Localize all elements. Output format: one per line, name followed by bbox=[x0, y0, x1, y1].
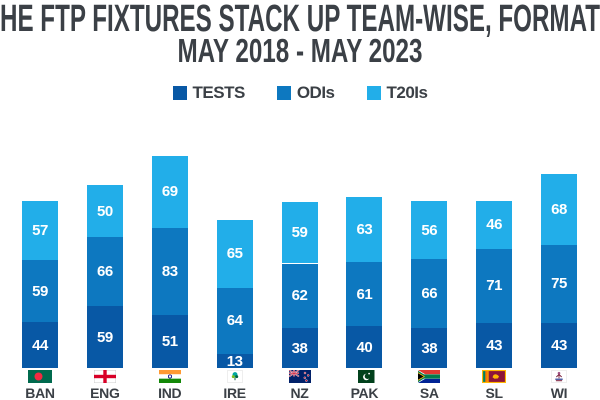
bar-segment-WI-ODIs: 75 bbox=[541, 244, 577, 324]
bar-value-label: 59 bbox=[291, 224, 308, 242]
bar-value-label: 59 bbox=[32, 282, 48, 300]
team-label-IRE: IRE bbox=[223, 385, 246, 400]
legend-item-odis: ODIs bbox=[276, 83, 335, 103]
bar-value-label: 61 bbox=[356, 285, 373, 303]
bar-segment-ENG-ODIs: 66 bbox=[86, 237, 123, 307]
bar-value-label: 66 bbox=[97, 263, 113, 281]
bar-segment-NZ-T20Is: 59 bbox=[281, 201, 318, 264]
bar-value-label: 68 bbox=[551, 200, 567, 218]
bar-segment-WI-T20Is: 68 bbox=[541, 173, 577, 245]
bar-value-label: 43 bbox=[551, 337, 567, 355]
bar-value-label: 51 bbox=[161, 332, 178, 350]
bar-value-label: 75 bbox=[551, 275, 567, 293]
bar-value-label: 40 bbox=[356, 338, 373, 356]
bar-value-label: 65 bbox=[226, 245, 243, 263]
bar-value-label: 59 bbox=[97, 328, 113, 346]
bar-value-label: 57 bbox=[32, 222, 48, 240]
bar-segment-PAK-T20Is: 63 bbox=[346, 196, 383, 263]
team-label-PAK: PAK bbox=[350, 385, 379, 400]
legend: TESTS ODIs T20Is bbox=[0, 83, 600, 103]
bar-segment-SL-TESTS: 43 bbox=[476, 323, 513, 368]
team-label-SA: SA bbox=[419, 385, 439, 400]
new-zealand-flag bbox=[288, 369, 311, 383]
t20is-swatch-icon bbox=[366, 86, 381, 100]
bar-segment-IND-TESTS: 51 bbox=[151, 314, 188, 368]
bar-segment-IRE-T20Is: 65 bbox=[216, 219, 253, 288]
team-label-BAN: BAN bbox=[25, 385, 55, 400]
bar-segment-NZ-TESTS: 38 bbox=[281, 328, 318, 368]
bar-value-label: 64 bbox=[226, 312, 243, 330]
bar-value-label: 83 bbox=[161, 262, 178, 280]
bar-segment-SA-TESTS: 38 bbox=[411, 328, 448, 368]
sri-lanka-flag bbox=[482, 370, 507, 383]
bar-value-label: 63 bbox=[356, 221, 373, 239]
team-label-ENG: ENG bbox=[90, 385, 120, 400]
south-africa-flag bbox=[418, 370, 441, 383]
west-indies-flag bbox=[551, 370, 567, 383]
bar-segment-IND-ODIs: 83 bbox=[151, 227, 188, 315]
bar-value-label: 43 bbox=[486, 337, 502, 355]
legend-label-tests: TESTS bbox=[192, 83, 246, 102]
bar-value-label: 38 bbox=[291, 339, 308, 357]
legend-item-t20is: T20Is bbox=[366, 83, 428, 103]
bar-segment-PAK-TESTS: 40 bbox=[346, 326, 383, 368]
bar-value-label: 46 bbox=[486, 216, 502, 234]
chart-title: HE FTP FIXTURES STACK UP TEAM-WISE, FORM… bbox=[0, 0, 600, 69]
odis-swatch-icon bbox=[276, 86, 291, 100]
india-flag bbox=[158, 370, 181, 383]
team-label-IND: IND bbox=[158, 385, 182, 400]
bar-value-label: 69 bbox=[161, 183, 178, 201]
bar-segment-PAK-ODIs: 61 bbox=[346, 262, 383, 327]
team-label-SL: SL bbox=[485, 385, 503, 400]
bar-segment-IRE-TESTS: 13 bbox=[216, 352, 253, 370]
bar-segment-SA-ODIs: 66 bbox=[411, 259, 448, 329]
ireland-flag bbox=[227, 370, 243, 383]
bar-segment-WI-TESTS: 43 bbox=[541, 323, 577, 368]
bar-value-label: 38 bbox=[421, 339, 438, 357]
bar-segment-SA-T20Is: 56 bbox=[411, 200, 448, 260]
bar-segment-BAN-T20Is: 57 bbox=[22, 200, 58, 261]
bar-segment-IRE-ODIs: 64 bbox=[216, 287, 253, 355]
bar-value-label: 44 bbox=[32, 336, 48, 354]
bar-value-label: 71 bbox=[486, 277, 502, 295]
bar-segment-ENG-T20Is: 50 bbox=[86, 185, 123, 238]
bar-segment-SL-ODIs: 71 bbox=[476, 248, 513, 324]
title-line-1: HE FTP FIXTURES STACK UP TEAM-WISE, FORM… bbox=[0, 0, 600, 40]
bangladesh-flag bbox=[28, 370, 52, 383]
legend-label-odis: ODIs bbox=[296, 83, 335, 102]
bar-segment-SL-T20Is: 46 bbox=[476, 200, 513, 249]
bar-segment-BAN-TESTS: 44 bbox=[22, 322, 58, 368]
bar-segment-NZ-ODIs: 62 bbox=[281, 263, 318, 329]
title-line-2: MAY 2018 - MAY 2023 bbox=[178, 32, 423, 69]
bar-value-label: 13 bbox=[226, 352, 243, 370]
bar-value-label: 50 bbox=[97, 202, 113, 220]
bar-value-label: 62 bbox=[291, 287, 308, 305]
team-label-NZ: NZ bbox=[290, 385, 309, 400]
legend-label-t20is: T20Is bbox=[386, 83, 428, 102]
bar-value-label: 66 bbox=[421, 285, 438, 303]
bar-segment-BAN-ODIs: 59 bbox=[22, 260, 58, 322]
legend-item-tests: TESTS bbox=[172, 83, 246, 103]
england-flag bbox=[93, 370, 116, 383]
tests-swatch-icon bbox=[172, 86, 187, 100]
bar-segment-IND-T20Is: 69 bbox=[151, 155, 188, 228]
bar-value-label: 56 bbox=[421, 221, 438, 239]
bar-segment-ENG-TESTS: 59 bbox=[86, 306, 123, 368]
pakistan-flag bbox=[353, 370, 375, 383]
team-label-WI: WI bbox=[550, 385, 568, 400]
